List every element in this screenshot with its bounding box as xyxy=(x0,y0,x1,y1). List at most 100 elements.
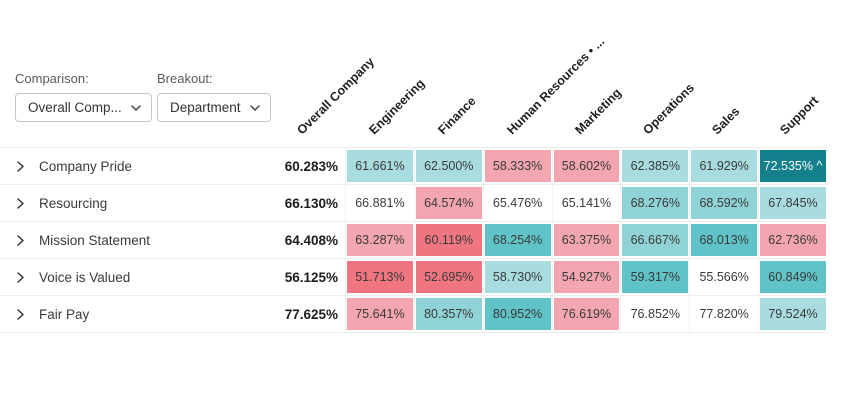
cell-slot: 63.287% xyxy=(345,222,414,258)
overall-company-value: 64.408% xyxy=(284,232,338,248)
cell-slot: 68.276% xyxy=(620,185,689,221)
row-label-zone: Company Pride 60.283% xyxy=(0,148,345,184)
chevron-right-icon xyxy=(17,308,24,320)
row-label: Voice is Valued xyxy=(39,269,131,285)
heatmap-cell-sales-company-pride: 61.929% xyxy=(691,150,758,182)
heatmap-cell-sales-mission-statement: 68.013% xyxy=(691,224,758,256)
chevron-down-icon xyxy=(249,104,260,111)
row-expander-voice-is-valued[interactable]: Voice is Valued xyxy=(0,270,130,285)
heatmap-cell-support-company-pride: 72.535% ^ xyxy=(760,150,826,182)
cell-slot: 62.385% xyxy=(620,148,689,184)
heatmap-cell-engineering-mission-statement: 63.287% xyxy=(347,224,413,256)
cell-slot: 76.852% xyxy=(620,296,689,332)
chevron-right-icon xyxy=(17,197,24,209)
column-header-operations: Operations xyxy=(640,80,697,138)
breakout-dropdown-value: Department xyxy=(170,100,241,115)
heatmap-cell-operations-voice-is-valued: 59.317% xyxy=(622,261,689,293)
heatmap-cell-engineering-fair-pay: 75.641% xyxy=(347,298,413,330)
cell-slot: 68.592% xyxy=(689,185,758,221)
heatmap-cell-marketing-fair-pay: 76.619% xyxy=(553,298,620,330)
row-label: Fair Pay xyxy=(39,306,90,322)
heatmap-cell-support-voice-is-valued: 60.849% xyxy=(760,261,826,293)
cell-slot: 72.535% ^ xyxy=(758,148,827,184)
heatmap-cell-support-resourcing: 67.845% xyxy=(760,187,826,219)
cell-slot: 51.713% xyxy=(345,259,414,295)
cell-slot: 80.952% xyxy=(482,296,552,332)
heatmap-cell-human-resources-voice-is-valued: 58.730% xyxy=(484,261,551,293)
heatmap-cell-human-resources-resourcing: 65.476% xyxy=(492,196,543,210)
cell-slot: 76.619% xyxy=(551,296,621,332)
row-label: Mission Statement xyxy=(39,232,151,248)
row-label: Resourcing xyxy=(39,195,108,211)
row-expander-resourcing[interactable]: Resourcing xyxy=(0,196,107,211)
cell-slot: 60.849% xyxy=(758,259,827,295)
cell-slot: 61.661% xyxy=(345,148,414,184)
cell-slot: 80.357% xyxy=(413,296,483,332)
heatmap-cell-sales-voice-is-valued: 55.566% xyxy=(699,270,749,284)
column-header-marketing: Marketing xyxy=(572,85,625,138)
cell-slot: 77.820% xyxy=(689,296,758,332)
chevron-right-icon xyxy=(17,271,24,283)
cell-slot: 60.119% xyxy=(413,222,483,258)
heatmap-cell-marketing-resourcing: 65.141% xyxy=(561,196,612,210)
heatmap-cell-marketing-voice-is-valued: 54.927% xyxy=(553,261,620,293)
heatmap-cell-engineering-voice-is-valued: 51.713% xyxy=(347,261,413,293)
cell-slot: 58.602% xyxy=(551,148,621,184)
row-expander-company-pride[interactable]: Company Pride xyxy=(0,159,132,174)
heatmap-table: Company Pride 60.283% 61.661% 62.500% 58.333… xyxy=(0,147,827,333)
cell-slot: 67.845% xyxy=(758,185,827,221)
heatmap-cell-finance-fair-pay: 80.357% xyxy=(415,298,482,330)
table-row-mission-statement: Mission Statement 64.408% 63.287% 60.119% 68… xyxy=(0,222,827,259)
comparison-control: Comparison: Overall Comp... xyxy=(15,71,152,122)
row-cells: 61.661% 62.500% 58.333% 58.602% 62.385% 61.92… xyxy=(345,148,827,184)
cell-slot: 52.695% xyxy=(413,259,483,295)
heatmap-cell-operations-mission-statement: 66.667% xyxy=(622,224,689,256)
row-expander-mission-statement[interactable]: Mission Statement xyxy=(0,233,150,248)
overall-company-value: 56.125% xyxy=(284,269,338,285)
overall-company-value: 66.130% xyxy=(284,195,338,211)
heatmap-cell-human-resources-mission-statement: 68.254% xyxy=(484,224,551,256)
breakout-control: Breakout: Department xyxy=(157,71,271,122)
heatmap-cell-human-resources-fair-pay: 80.952% xyxy=(484,298,551,330)
row-label-zone: Fair Pay 77.625% xyxy=(0,296,345,332)
row-label-zone: Resourcing 66.130% xyxy=(0,185,345,221)
row-label-zone: Voice is Valued 56.125% xyxy=(0,259,345,295)
table-row-voice-is-valued: Voice is Valued 56.125% 51.713% 52.695% 58.7… xyxy=(0,259,827,296)
heatmap-cell-engineering-resourcing: 66.881% xyxy=(355,196,405,210)
cell-slot: 65.476% xyxy=(482,185,552,221)
heatmap-cell-operations-resourcing: 68.276% xyxy=(622,187,689,219)
overall-company-value: 77.625% xyxy=(284,306,338,322)
chevron-down-icon xyxy=(131,104,141,111)
table-row-company-pride: Company Pride 60.283% 61.661% 62.500% 58.333… xyxy=(0,148,827,185)
row-cells: 66.881% 64.574% 65.476% 65.141% 68.276% 68.59… xyxy=(345,185,827,221)
column-header-finance: Finance xyxy=(435,93,479,138)
heatmap-cell-finance-mission-statement: 60.119% xyxy=(415,224,482,256)
heatmap-cell-finance-resourcing: 64.574% xyxy=(415,187,482,219)
cell-slot: 79.524% xyxy=(758,296,827,332)
comparison-label: Comparison: xyxy=(15,71,89,86)
cell-slot: 68.013% xyxy=(689,222,758,258)
row-label: Company Pride xyxy=(39,158,133,174)
cell-slot: 62.500% xyxy=(413,148,483,184)
cell-slot: 62.736% xyxy=(758,222,827,258)
column-header-overall-company: Overall Company xyxy=(294,54,378,138)
heatmap-cell-support-fair-pay: 79.524% xyxy=(760,298,826,330)
column-header-sales: Sales xyxy=(709,104,743,138)
row-expander-fair-pay[interactable]: Fair Pay xyxy=(0,307,89,322)
table-row-resourcing: Resourcing 66.130% 66.881% 64.574% 65.476% 65… xyxy=(0,185,827,222)
comparison-dropdown[interactable]: Overall Comp... xyxy=(15,93,152,122)
heatmap-cell-marketing-mission-statement: 63.375% xyxy=(553,224,620,256)
overall-company-value: 60.283% xyxy=(284,158,338,174)
heatmap-cell-operations-fair-pay: 76.852% xyxy=(630,307,680,321)
table-row-fair-pay: Fair Pay 77.625% 75.641% 80.357% 80.952% 76.6… xyxy=(0,296,827,333)
breakout-dropdown[interactable]: Department xyxy=(157,93,271,122)
heatmap-cell-engineering-company-pride: 61.661% xyxy=(347,150,413,182)
chevron-right-icon xyxy=(17,160,24,172)
cell-slot: 65.141% xyxy=(551,185,621,221)
cell-slot: 58.730% xyxy=(482,259,552,295)
row-cells: 63.287% 60.119% 68.254% 63.375% 66.667% 68.01… xyxy=(345,222,827,258)
comparison-dropdown-value: Overall Comp... xyxy=(28,100,122,115)
cell-slot: 66.881% xyxy=(345,185,414,221)
heatmap-cell-finance-voice-is-valued: 52.695% xyxy=(415,261,482,293)
